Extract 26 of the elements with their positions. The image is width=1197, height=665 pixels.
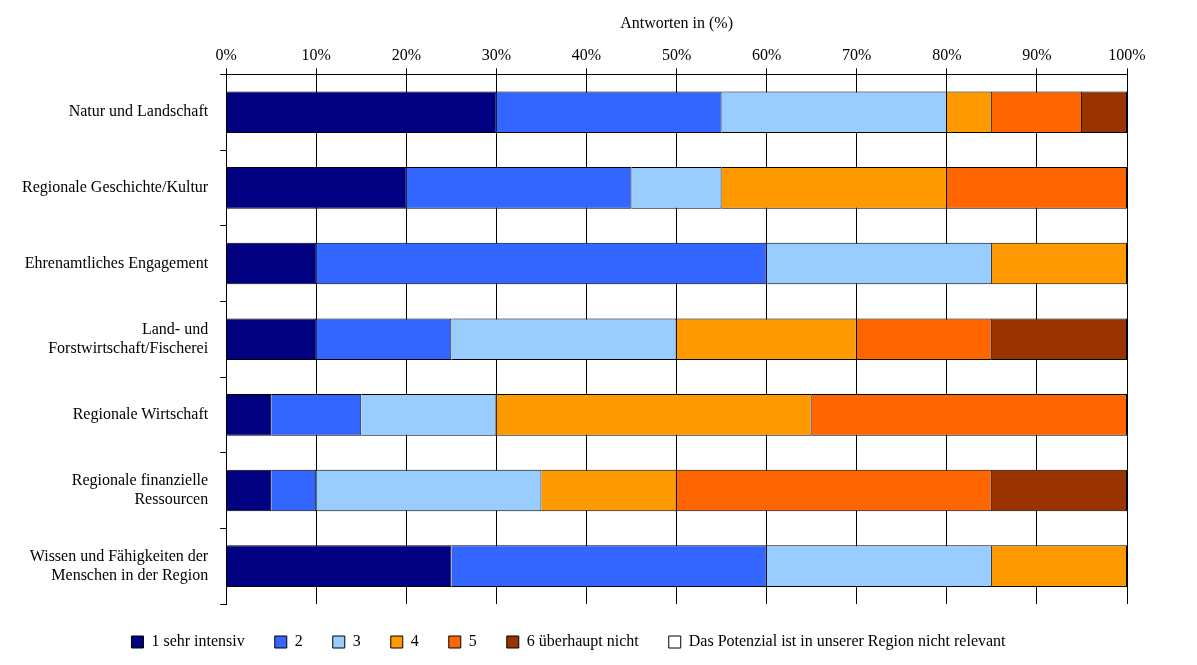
y-tick-label: Regionale finanzielle Ressourcen bbox=[71, 471, 209, 508]
legend-label: 1 sehr intensiv bbox=[151, 632, 245, 650]
legend-label: 5 bbox=[468, 632, 477, 650]
x-tick-label: 30% bbox=[481, 46, 512, 63]
x-tick-label: 60% bbox=[752, 46, 782, 63]
x-tick-label: 40% bbox=[571, 46, 602, 63]
x-tick-label: 10% bbox=[301, 46, 331, 63]
y-tick-label: Natur und Landschaft bbox=[68, 102, 209, 120]
y-tick-label: Land- und Forstwirtschaft/Fischerei bbox=[48, 319, 209, 356]
legend-label: Das Potenzial ist in unserer Region nicht relevant bbox=[688, 632, 1007, 651]
x-tick-label: 90% bbox=[1022, 46, 1052, 63]
y-tick-label: Ehrenamtliches Engagement bbox=[24, 253, 209, 272]
x-axis-title: Antworten in (%) bbox=[620, 13, 734, 32]
legend-label: 3 bbox=[352, 632, 361, 650]
y-tick-label: Wissen und Fähigkeiten der Menschen in der Region bbox=[29, 546, 209, 584]
legend-label: 2 bbox=[294, 632, 303, 650]
legend-label: 4 bbox=[410, 632, 419, 650]
y-tick-label: Regionale Wirtschaft bbox=[72, 405, 209, 424]
x-tick-label: 50% bbox=[661, 46, 692, 63]
x-tick-label: 0% bbox=[215, 46, 237, 63]
legend-label: 6 überhaupt nicht bbox=[526, 632, 640, 651]
x-tick-label: 70% bbox=[842, 46, 872, 63]
x-tick-label: 20% bbox=[391, 46, 421, 63]
x-tick-label: 100% bbox=[1108, 46, 1146, 63]
y-tick-label: Regionale Geschichte/Kultur bbox=[21, 178, 209, 197]
x-tick-label: 80% bbox=[932, 46, 962, 63]
